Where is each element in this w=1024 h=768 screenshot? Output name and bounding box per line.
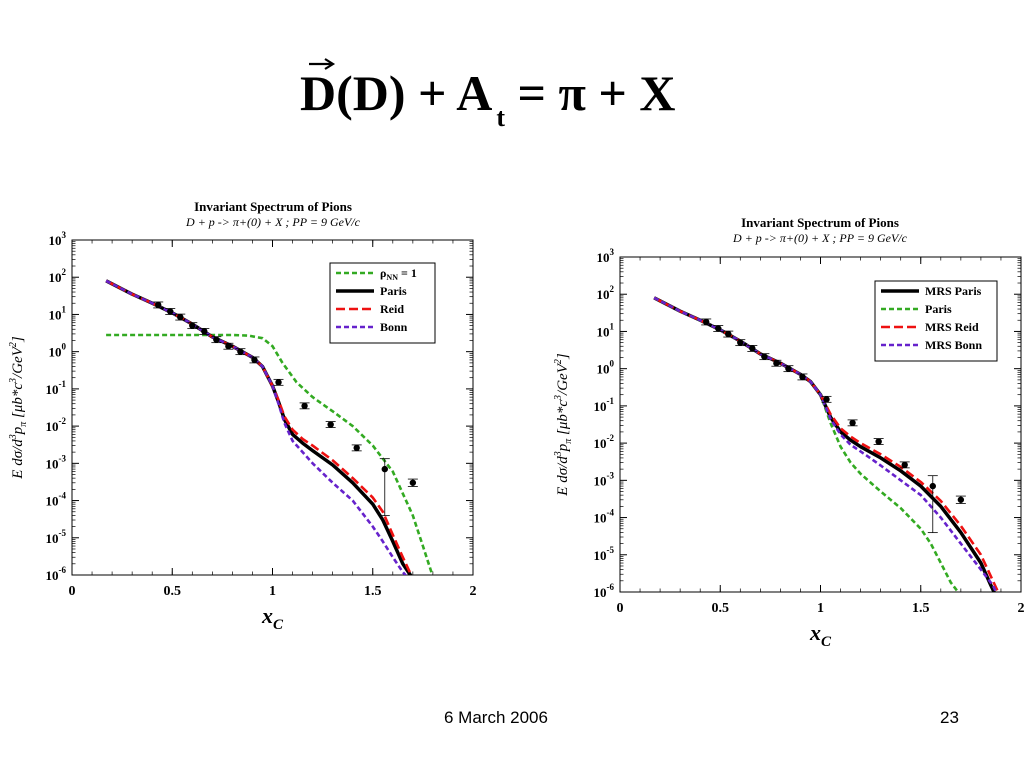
chart-title: Invariant Spectrum of Pions xyxy=(194,199,352,214)
y-tick-label: 10-2 xyxy=(46,416,67,434)
y-tick-label: 101 xyxy=(49,304,67,322)
data-point xyxy=(189,322,196,329)
page-number: 23 xyxy=(940,708,959,727)
title-main: D(D) + A xyxy=(300,65,492,121)
x-tick-label: 1 xyxy=(269,584,276,599)
y-tick-label: 10-4 xyxy=(594,508,615,526)
series-line xyxy=(653,296,998,592)
x-tick-label: 2 xyxy=(1018,601,1024,616)
y-tick-label: 10-1 xyxy=(46,379,67,397)
data-point xyxy=(213,336,220,343)
data-point xyxy=(749,345,756,352)
data-point xyxy=(725,330,732,338)
data-point xyxy=(237,348,244,355)
chart-subtitle: D + p -> π+(0) + X ; PP = 9 GeV/c xyxy=(732,231,908,245)
x-tick-label: 1.5 xyxy=(912,601,930,616)
svg-text:D(D) + At = π + X: D(D) + At = π + X xyxy=(300,65,676,132)
data-point xyxy=(901,461,908,469)
data-point xyxy=(301,402,308,410)
data-point xyxy=(849,419,856,427)
x-tick-label: 0 xyxy=(69,584,76,599)
legend: ρNN = 1 Paris Reid Bonn xyxy=(329,262,436,344)
data-point xyxy=(737,339,744,346)
y-tick-label: 102 xyxy=(49,267,67,285)
legend-label: Paris xyxy=(925,302,952,316)
data-point xyxy=(409,479,417,486)
data-point xyxy=(715,325,722,332)
y-tick-label: 103 xyxy=(597,247,615,265)
data-point xyxy=(327,421,334,428)
data-point xyxy=(177,313,184,321)
y-tick-label: 101 xyxy=(597,321,615,339)
y-tick-label: 10-3 xyxy=(594,470,615,488)
legend-label: MRS Reid xyxy=(925,320,979,334)
data-point xyxy=(957,496,965,503)
footer-date: 6 March 2006 xyxy=(444,708,548,727)
x-axis-label: xC xyxy=(809,620,832,650)
data-point xyxy=(773,360,780,367)
series-line xyxy=(106,333,434,575)
data-point xyxy=(201,328,208,335)
x-tick-label: 1.5 xyxy=(364,584,382,599)
data-point xyxy=(875,438,882,445)
title-rest: = π + X xyxy=(505,65,675,121)
y-tick-label: 100 xyxy=(49,342,67,360)
data-point xyxy=(275,379,282,386)
y-tick-label: 10-1 xyxy=(594,396,615,414)
x-tick-label: 0.5 xyxy=(712,601,730,616)
data-point xyxy=(225,343,232,350)
title-arrow-icon xyxy=(309,58,336,70)
legend: MRS Paris Paris MRS Reid MRS Bonn xyxy=(874,280,998,362)
y-tick-label: 10-4 xyxy=(46,491,67,509)
data-point xyxy=(167,308,174,315)
legend-label: ρNN = 1 xyxy=(380,266,417,282)
y-tick-label: 10-5 xyxy=(46,528,67,546)
data-point xyxy=(785,365,792,372)
x-tick-label: 0.5 xyxy=(164,584,182,599)
legend-label: MRS Bonn xyxy=(925,338,982,352)
x-tick-label: 2 xyxy=(470,584,477,599)
data-point xyxy=(353,444,360,452)
y-tick-label: 103 xyxy=(49,230,67,248)
data-point xyxy=(703,318,710,326)
data-point xyxy=(761,353,768,360)
x-tick-label: 1 xyxy=(817,601,824,616)
data-point xyxy=(929,482,936,490)
data-point xyxy=(381,465,388,473)
y-tick-label: 10-6 xyxy=(594,582,615,600)
x-tick-label: 0 xyxy=(617,601,624,616)
legend-label: Bonn xyxy=(380,320,408,334)
y-tick-label: 10-5 xyxy=(594,545,615,563)
y-tick-label: 10-3 xyxy=(46,453,67,471)
y-tick-label: 102 xyxy=(597,284,615,302)
y-tick-label: 10-6 xyxy=(46,565,67,583)
legend-label: Reid xyxy=(380,302,404,316)
data-point xyxy=(155,301,162,309)
series-line xyxy=(105,279,408,575)
chart-subtitle: D + p -> π+(0) + X ; PP = 9 GeV/c xyxy=(185,215,361,229)
data-point xyxy=(799,373,806,381)
y-tick-label: 10-2 xyxy=(594,433,615,451)
legend-label: MRS Paris xyxy=(925,284,982,298)
y-tick-label: 100 xyxy=(597,359,615,377)
x-axis-label: xC xyxy=(261,603,284,633)
title-subscript: t xyxy=(496,103,505,132)
chart-title: Invariant Spectrum of Pions xyxy=(741,215,899,230)
legend-box xyxy=(329,262,436,344)
y-axis-label: E dσ/d3pπ [μb*c3/GeV2] xyxy=(8,336,29,480)
legend-label: Paris xyxy=(380,284,407,298)
legend-box xyxy=(874,280,998,362)
data-point xyxy=(823,396,830,403)
y-axis-label: E dσ/d3pπ [μb*c3/GeV2] xyxy=(553,353,574,497)
data-point xyxy=(251,356,258,364)
